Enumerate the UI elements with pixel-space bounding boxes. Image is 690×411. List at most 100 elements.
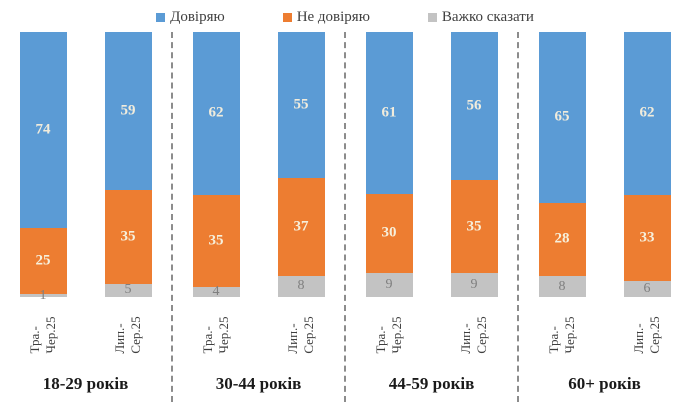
period-label: Лип.- Сер.25 [111,316,143,354]
bar-segment-distrust: 28 [538,202,586,277]
value-label: 65 [554,108,570,125]
group-ticks: Тра.- Чер.25 Лип.- Сер.25 [346,300,517,370]
stacked-bar: 61 30 9 [365,32,413,297]
value-label: 30 [381,224,397,241]
bar-segment-trust: 62 [623,32,671,195]
x-tick-label: Тра.- Чер.25 [193,300,240,370]
legend-swatch-icon [427,13,437,22]
stacked-bar: 74 25 1 [19,32,67,302]
x-tick-label: Тра.- Чер.25 [539,300,586,370]
value-label: 9 [385,277,393,293]
group-bars: 65 28 8 62 33 6 [519,32,690,297]
bar-segment-distrust: 33 [623,194,671,282]
bar-segment-distrust: 35 [104,189,152,284]
group-ticks: Тра.- Чер.25 Лип.- Сер.25 [173,300,344,370]
period-label: Лип.- Сер.25 [284,316,316,354]
group-bars: 62 35 4 55 37 8 [173,32,344,299]
value-label: 62 [639,104,655,121]
value-label: 8 [297,278,305,294]
value-label: 8 [558,278,566,294]
bar-segment-trust: 61 [365,32,413,194]
bar-segment-trust: 74 [19,32,67,229]
legend-swatch-icon [282,13,292,22]
x-tick-label: Тра.- Чер.25 [20,300,67,370]
bar-segment-trust: 62 [192,32,240,195]
legend-item-trust: Довіряю [156,9,225,26]
bar-segment-distrust: 37 [277,177,325,276]
stacked-bar: 62 35 4 [192,32,240,299]
bar-segment-hard_to_say: 9 [450,273,498,297]
bar-segment-hard_to_say: 5 [104,282,152,298]
value-label: 33 [639,229,655,246]
bar-segment-distrust: 35 [192,194,240,287]
chart-plot-area: 74 25 1 59 35 5 Тра.- Чер.25 Лип.- Сер.25 18-29 ро… [0,32,690,402]
bar-segment-hard_to_say: 4 [192,283,240,299]
chart-legend: Довіряю Не довіряю Важко сказати [0,0,690,28]
period-label: Тра.- Чер.25 [372,316,404,354]
x-tick-label: Лип.- Сер.25 [105,300,152,370]
value-label: 35 [120,228,136,245]
legend-label: Не довіряю [296,8,370,25]
bar-segment-hard_to_say: 9 [365,273,413,297]
period-label: Лип.- Сер.25 [630,316,662,354]
bar-segment-hard_to_say: 8 [538,276,586,297]
value-label: 4 [212,283,220,299]
stacked-bar: 56 35 9 [450,32,498,297]
group-label: 18-29 років [42,374,129,393]
bar-segment-trust: 55 [277,32,325,178]
legend-swatch-icon [156,13,166,22]
value-label: 5 [124,282,132,298]
period-label: Тра.- Чер.25 [26,316,58,354]
x-tick-label: Лип.- Сер.25 [278,300,325,370]
bar-segment-distrust: 25 [19,228,67,295]
group-label: 44-59 років [388,374,475,393]
period-label: Тра.- Чер.25 [199,316,231,354]
value-label: 28 [554,230,570,247]
group-ticks: Тра.- Чер.25 Лип.- Сер.25 [519,300,690,370]
legend-label: Важко сказати [441,8,534,25]
x-tick-label: Лип.- Сер.25 [624,300,671,370]
bar-segment-hard_to_say: 1 [19,288,67,302]
x-tick-label: Лип.- Сер.25 [451,300,498,370]
bar-segment-trust: 65 [538,32,586,203]
stacked-bar: 62 33 6 [623,32,671,297]
bar-segment-trust: 56 [450,32,498,181]
group-bars: 61 30 9 56 35 9 [346,32,517,297]
value-label: 25 [35,252,51,269]
period-label: Тра.- Чер.25 [545,316,577,354]
value-label: 35 [208,232,224,249]
period-label: Лип.- Сер.25 [457,316,489,354]
bar-segment-hard_to_say: 6 [623,281,671,297]
age-group-3: 61 30 9 56 35 9 Тра.- Чер.25 Лип.- Сер.25 44-59 ро… [346,32,519,402]
group-ticks: Тра.- Чер.25 Лип.- Сер.25 [0,300,171,370]
x-tick-label: Тра.- Чер.25 [366,300,413,370]
age-group-1: 74 25 1 59 35 5 Тра.- Чер.25 Лип.- Сер.25 18-29 ро… [0,32,173,402]
value-label: 55 [293,96,309,113]
age-group-2: 62 35 4 55 37 8 Тра.- Чер.25 Лип.- Сер.25 30-44 ро… [173,32,346,402]
bar-segment-hard_to_say: 8 [277,275,325,297]
legend-item-hard_to_say: Важко сказати [427,8,534,26]
value-label: 6 [643,281,651,297]
value-label: 56 [466,97,482,114]
bar-segment-distrust: 35 [450,180,498,274]
stacked-bar: 65 28 8 [538,32,586,297]
value-label: 59 [120,102,136,119]
bar-segment-trust: 59 [104,32,152,190]
group-bars: 74 25 1 59 35 5 [0,32,171,302]
legend-item-distrust: Не довіряю [282,8,370,26]
value-label: 74 [35,121,51,138]
value-label: 1 [39,287,47,303]
value-label: 35 [466,218,482,235]
group-label: 30-44 років [215,374,302,393]
value-label: 37 [293,218,309,235]
age-group-4: 65 28 8 62 33 6 Тра.- Чер.25 Лип.- Сер.25 60+ рокі… [519,32,690,402]
value-label: 9 [470,277,478,293]
group-label: 60+ років [568,374,641,393]
value-label: 62 [208,104,224,121]
stacked-bar: 59 35 5 [104,32,152,298]
bar-segment-distrust: 30 [365,193,413,274]
legend-label: Довіряю [170,8,225,25]
value-label: 61 [381,104,397,121]
stacked-bar: 55 37 8 [277,32,325,297]
